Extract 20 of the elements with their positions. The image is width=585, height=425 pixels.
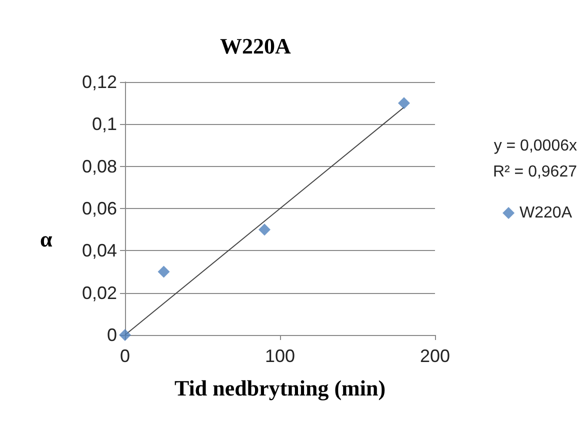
point [158,266,170,278]
y-axis-title: α [40,226,53,252]
y-tick-label: 0,1 [92,114,117,134]
y-tick-label: 0,06 [82,198,117,218]
y-tick-label: 0,02 [82,282,117,303]
point [258,224,270,236]
x-tick-label: 100 [264,346,296,366]
y-tick-label: 0,08 [82,156,117,176]
x-tick-label: 200 [420,346,450,366]
text: R² = 0,9627 [492,164,578,180]
y-tick-label: 0,12 [82,72,117,92]
x-tick-label: 0 [120,346,130,366]
point [119,329,131,341]
x-axis-title: Tid nedbrytning (min) [174,376,386,400]
chart-title: W220A [220,34,291,58]
text: y = 0,0006x [494,138,577,154]
y-tick-label: 0 [106,325,117,345]
legend-label: W220A [520,204,572,222]
point [398,97,410,110]
y-tick-label: 0,04 [82,240,117,261]
